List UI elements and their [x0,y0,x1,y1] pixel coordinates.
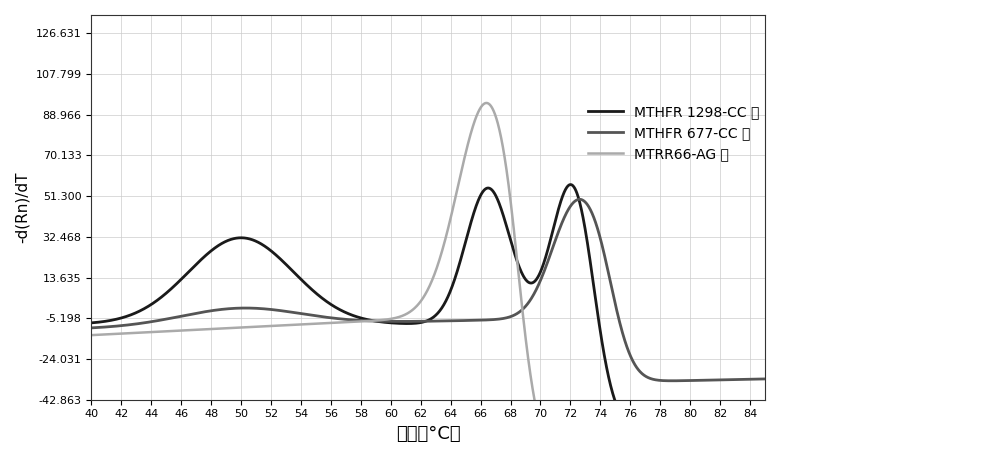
MTRR66-AG 型 [413,301,425,306]
Line: MTHFR 677-CC 型: MTHFR 677-CC 型 [91,199,765,381]
MTHFR 1298-CC 型 [616,414,628,420]
Y-axis label: -d(Rn)/dT: -d(Rn)/dT [15,172,30,243]
Legend: MTHFR 1298-CC 型, MTHFR 677-CC 型, MTRR66-AG 型: MTHFR 1298-CC 型, MTHFR 677-CC 型, MTRR66-… [583,100,765,167]
MTHFR 1298-CC 型 [740,430,752,435]
MTHFR 677-CC 型 [759,376,771,382]
MTRR66-AG 型 [85,333,97,338]
MTHFR 677-CC 型 [740,376,752,382]
MTRR66-AG 型 [480,100,492,106]
MTHFR 677-CC 型 [666,378,678,383]
MTHFR 677-CC 型 [740,376,752,382]
MTHFR 677-CC 型 [395,319,407,324]
MTHFR 677-CC 型 [413,319,425,324]
Line: MTRR66-AG 型: MTRR66-AG 型 [91,103,765,458]
MTHFR 677-CC 型 [574,196,586,202]
X-axis label: 温度（°C）: 温度（°C） [396,425,461,443]
MTHFR 1298-CC 型 [120,314,132,319]
MTHFR 677-CC 型 [616,329,628,334]
Line: MTHFR 1298-CC 型: MTHFR 1298-CC 型 [91,185,765,432]
MTRR66-AG 型 [120,331,132,336]
MTHFR 1298-CC 型 [565,182,577,187]
MTRR66-AG 型 [395,314,407,319]
MTHFR 1298-CC 型 [85,320,97,326]
MTHFR 1298-CC 型 [395,321,407,326]
MTHFR 677-CC 型 [120,322,132,328]
MTHFR 677-CC 型 [85,325,97,331]
MTHFR 1298-CC 型 [759,430,771,435]
MTHFR 1298-CC 型 [413,320,425,326]
MTHFR 1298-CC 型 [739,430,751,435]
